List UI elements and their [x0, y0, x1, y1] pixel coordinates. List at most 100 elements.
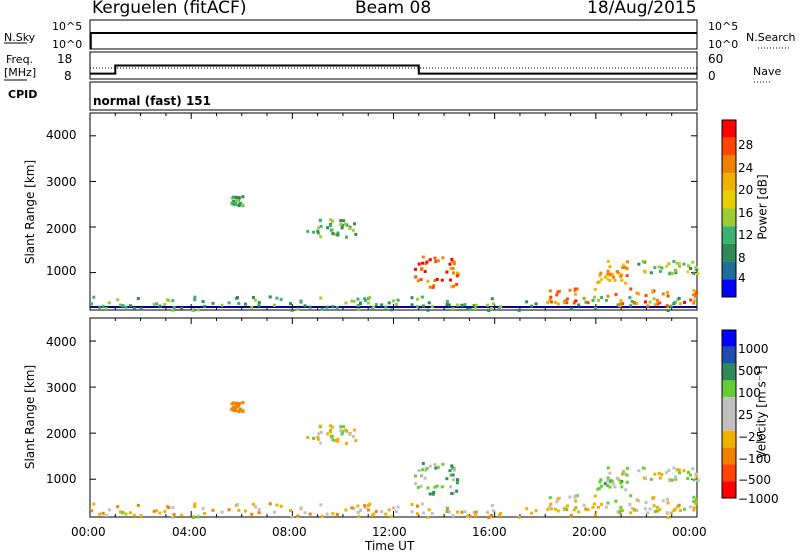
- velocity-cell: [318, 424, 322, 428]
- power-cb-tick-3: 16: [738, 206, 754, 220]
- power-cell: [435, 277, 439, 281]
- power-cb-tick-6: 4: [738, 271, 746, 285]
- velocity-cell: [691, 467, 695, 471]
- velocity-cell: [441, 462, 445, 466]
- velocity-cell: [605, 484, 609, 488]
- velocity-cell: [666, 516, 670, 520]
- power-cell: [668, 272, 672, 276]
- power-cell: [90, 302, 94, 306]
- power-cell: [487, 308, 491, 312]
- power-cell: [677, 264, 681, 268]
- velocity-cell: [374, 509, 378, 513]
- velocity-cell: [611, 482, 615, 486]
- power-cell: [597, 280, 601, 284]
- velocity-cell: [339, 425, 343, 429]
- velocity-cell: [657, 471, 661, 475]
- power-cell: [619, 299, 623, 303]
- power-cell: [98, 305, 102, 309]
- power-cell: [660, 266, 664, 270]
- power-cell: [132, 306, 136, 310]
- power-cell: [356, 297, 360, 301]
- velocity-cell: [556, 509, 560, 513]
- power-cell: [683, 300, 687, 304]
- power-cell: [231, 195, 235, 199]
- power-cell: [389, 308, 393, 312]
- power-cell: [384, 305, 388, 309]
- velocity-cell: [525, 507, 529, 511]
- xtick-0000: 00:00: [71, 525, 106, 539]
- velocity-cell: [235, 502, 239, 506]
- power-cell: [448, 278, 452, 282]
- power-cell: [329, 218, 333, 222]
- power-cell: [455, 282, 459, 286]
- power-cell: [366, 301, 370, 305]
- power-cell: [615, 270, 619, 274]
- power-cell: [193, 298, 197, 302]
- velocity-cell: [116, 505, 120, 509]
- velocity-cell: [689, 473, 693, 477]
- velocity-cell: [426, 486, 430, 490]
- velocity-cell: [455, 481, 459, 485]
- power-cell: [92, 295, 96, 299]
- velocity-cell: [596, 505, 600, 509]
- velocity-cell: [296, 514, 300, 518]
- velocity-cell: [353, 428, 357, 432]
- velocity-cell: [694, 499, 698, 503]
- power-cell: [582, 296, 586, 300]
- velocity-cell: [152, 509, 156, 513]
- power-cell: [600, 296, 604, 300]
- velocity-cell: [472, 510, 476, 514]
- power-cell: [598, 273, 602, 277]
- power-cell: [637, 292, 641, 296]
- velocity-cell: [637, 469, 641, 473]
- power-cell: [329, 224, 333, 228]
- power-cell: [572, 301, 576, 305]
- power-colorbar-swatch: [722, 208, 736, 227]
- power-cell: [677, 296, 681, 300]
- freq-left-tick-low: 8: [64, 69, 72, 83]
- power-cell: [237, 204, 241, 208]
- power-cell: [672, 259, 676, 263]
- velocity-cell: [257, 511, 261, 515]
- power-cell: [257, 304, 261, 308]
- nsearch-label: N.Search: [746, 31, 796, 44]
- velocity-cell: [610, 479, 614, 483]
- power-cell: [574, 292, 578, 296]
- velocity-cell: [618, 511, 622, 515]
- velocity-cell: [621, 472, 625, 476]
- velocity-cell: [428, 492, 432, 496]
- power-cell: [635, 291, 639, 295]
- power-cell: [643, 300, 647, 304]
- power-cell: [345, 235, 349, 239]
- power-cell: [606, 272, 610, 276]
- velocity-cell: [677, 471, 681, 475]
- power-cb-tick-4: 12: [738, 228, 754, 242]
- velocity-cell: [582, 503, 586, 507]
- velocity-panel-frame: [89, 317, 698, 518]
- power-cell: [629, 304, 633, 308]
- power-cb-tick-5: 8: [738, 251, 746, 265]
- power-cell: [414, 275, 418, 279]
- power-cell: [530, 304, 534, 308]
- velocity-cell: [613, 485, 617, 489]
- power-cell: [364, 298, 368, 302]
- power-cell: [120, 304, 124, 308]
- velocity-cell: [635, 498, 639, 502]
- velocity-cell: [435, 484, 439, 488]
- power-cell: [220, 303, 224, 307]
- power-cell: [350, 299, 354, 303]
- power-cell: [358, 301, 362, 305]
- velocity-cell: [572, 508, 576, 512]
- power-cell: [392, 299, 396, 303]
- power-cell: [456, 303, 460, 307]
- velocity-cell: [433, 463, 437, 467]
- power-cell: [420, 267, 424, 271]
- velocity-cell: [329, 430, 333, 434]
- velocity-cell: [621, 469, 625, 473]
- velocity-cell: [616, 510, 620, 514]
- velocity-cell: [413, 474, 417, 478]
- power-colorbar-swatch: [722, 190, 736, 209]
- velocity-cell: [364, 505, 368, 509]
- velocity-cell: [290, 515, 294, 519]
